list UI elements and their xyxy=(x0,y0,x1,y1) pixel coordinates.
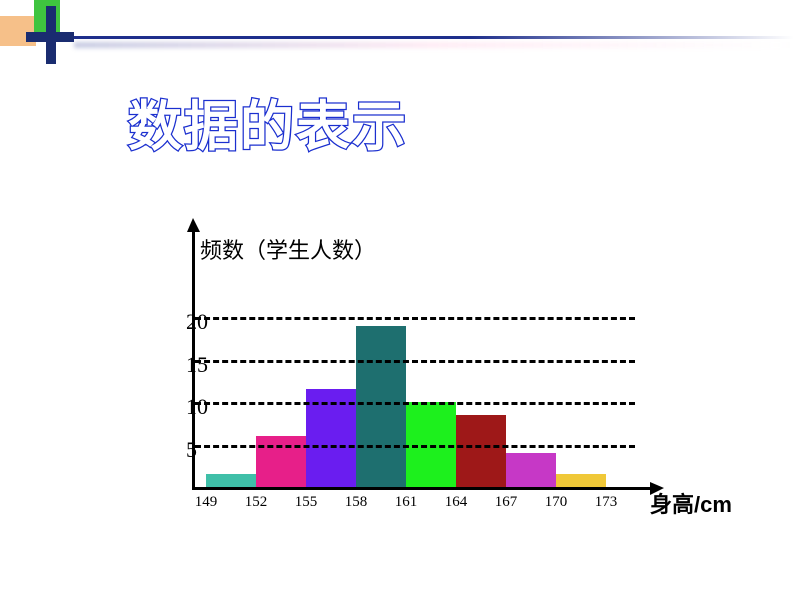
x-tick-label: 164 xyxy=(445,494,468,511)
header-rule xyxy=(74,36,794,39)
gridline xyxy=(195,360,635,363)
x-tick-label: 161 xyxy=(395,494,418,511)
histogram-chart: 频数（学生人数） 身高/cm 1491521551581611641671701… xyxy=(140,235,660,505)
x-tick-label: 173 xyxy=(595,494,618,511)
histogram-bar xyxy=(206,474,256,487)
histogram-bar xyxy=(506,453,556,487)
x-axis xyxy=(192,487,652,490)
slide-title: 数据的表示 xyxy=(128,82,408,161)
histogram-bar xyxy=(556,474,606,487)
gridline xyxy=(195,445,635,448)
x-tick-label: 158 xyxy=(345,494,368,511)
x-tick-label: 152 xyxy=(245,494,268,511)
x-tick-label: 167 xyxy=(495,494,518,511)
histogram-bar xyxy=(456,415,506,487)
x-tick-label: 149 xyxy=(195,494,218,511)
x-tick-label: 155 xyxy=(295,494,318,511)
histogram-bar xyxy=(356,326,406,488)
plot-area: 149152155158161164167170173 5101520 xyxy=(192,235,632,490)
gridline xyxy=(195,317,635,320)
bars-container: 149152155158161164167170173 xyxy=(206,267,626,487)
deco-navy-vertical xyxy=(46,6,56,64)
x-tick-label: 170 xyxy=(545,494,568,511)
gridline xyxy=(195,402,635,405)
